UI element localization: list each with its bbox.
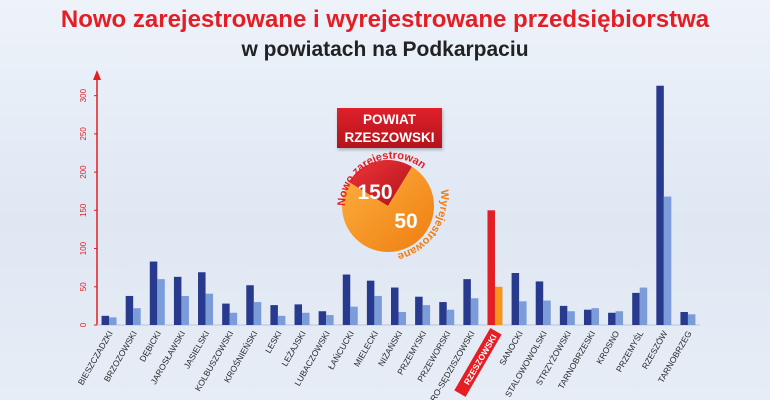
bar-deregistered [350,306,358,325]
bar-deregistered [326,315,334,325]
bar-deregistered [181,295,189,325]
y-axis-arrow [93,70,101,80]
bar-deregistered [446,309,455,325]
y-tick-label: 150 [79,203,88,217]
bar-registered [342,274,351,325]
bar-deregistered [494,286,503,325]
y-tick-label: 300 [79,88,88,102]
bar-registered [608,312,616,325]
bar-registered [391,287,399,325]
bar-deregistered [374,295,382,325]
y-tick-label: 50 [79,282,88,291]
bar-registered [246,285,254,325]
bar-registered [294,304,303,325]
district-badge: POWIAT RZESZOWSKI [337,108,442,148]
chart-subtitle: w powiatach na Podkarpaciu [241,38,529,61]
bar-deregistered [229,312,238,325]
bar-deregistered [253,302,262,325]
bar-registered [583,309,592,325]
bar-registered [270,305,278,325]
bar-deregistered [422,305,431,325]
bar-deregistered [157,279,165,325]
bar-registered [149,261,158,325]
badge-line-1: POWIAT [363,112,416,127]
y-tick-label: 250 [79,127,88,141]
bar-registered [222,303,230,325]
bar-deregistered [639,287,648,325]
bar-deregistered [615,311,624,325]
bar-registered [632,292,640,325]
pie-value-deregistered: 50 [394,210,417,233]
bar-deregistered [519,301,527,325]
badge-line-2: RZESZOWSKI [344,130,435,145]
bar-registered [535,281,544,325]
bar-deregistered [133,308,141,325]
pie-slice-registered [348,160,413,206]
bar-registered [511,273,520,325]
bar-deregistered [591,308,599,325]
bars-layer [101,85,696,325]
bar-deregistered [302,312,310,325]
bar-registered [125,295,134,325]
bar-registered [101,315,110,325]
bar-registered [198,272,206,325]
bar-deregistered [277,315,286,325]
pie-value-registered: 150 [357,181,392,204]
bar-registered [656,85,664,325]
bar-deregistered [543,300,551,325]
bar-registered [366,280,375,325]
bar-deregistered [663,196,672,325]
bar-deregistered [109,317,117,325]
category-highlight-box [454,328,502,397]
pie-slice-deregistered [342,166,435,253]
bar-registered [318,311,327,325]
y-tick-label: 100 [79,241,88,255]
bar-deregistered [205,293,214,325]
bar-registered [173,276,182,325]
bar-registered [680,312,688,325]
bar-deregistered [470,298,479,325]
bar-registered [439,302,447,325]
bar-registered [415,296,423,325]
bar-deregistered [567,311,575,325]
bar-registered [559,305,568,325]
bar-deregistered [398,312,406,325]
y-tick-label: 200 [79,165,88,179]
bar-deregistered [687,314,696,325]
y-tick-label: 0 [79,322,88,327]
chart-title: Nowo zarejestrowane i wyrejestrowane prz… [60,6,710,33]
bar-registered [463,279,471,325]
bar-registered [487,210,495,325]
